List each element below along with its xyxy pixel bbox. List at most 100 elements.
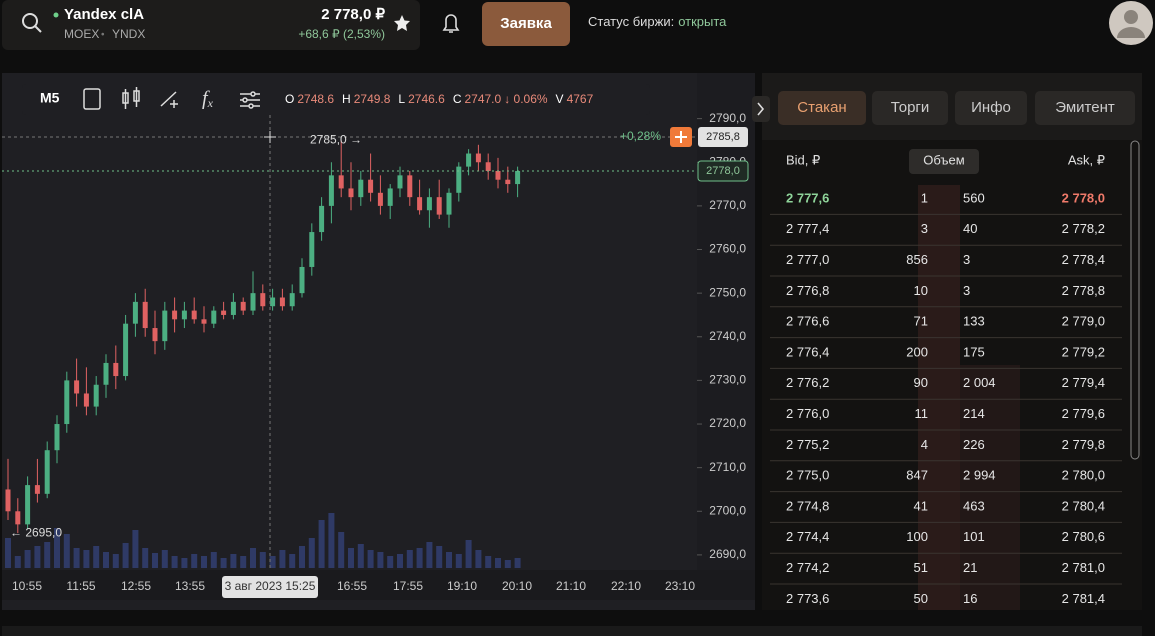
order-book-cell: 2 780,4 <box>1062 498 1105 513</box>
separator: • <box>101 30 105 41</box>
interval[interactable]: M5 <box>40 90 60 106</box>
y-tick-label: 2770,0 <box>709 198 746 212</box>
candle-body <box>475 153 481 163</box>
volume-bar <box>406 550 413 568</box>
order-button[interactable] <box>482 2 570 46</box>
chart-panel <box>2 73 755 610</box>
alert-bell[interactable] <box>442 14 460 33</box>
settings-icon[interactable] <box>240 91 260 109</box>
candle-body <box>289 293 295 307</box>
y-tick-label: 2740,0 <box>709 329 746 343</box>
volume-bar <box>83 550 90 568</box>
order-book-cell: 2 776,8 <box>786 283 829 298</box>
indicator-icon[interactable] <box>83 88 101 110</box>
candle-body <box>417 197 423 211</box>
candle-body <box>338 175 344 189</box>
tab-label: Стакан <box>797 99 846 116</box>
volume-bar <box>348 548 354 568</box>
volume-bar <box>436 546 443 568</box>
volume-bar <box>465 540 472 568</box>
tab[interactable] <box>1035 91 1135 125</box>
volume-bar <box>475 550 482 568</box>
candle-body <box>211 310 217 324</box>
function-icon[interactable]: fx <box>202 88 214 110</box>
candle-body <box>34 485 40 494</box>
volume-bar <box>455 554 462 568</box>
ohlc-item: 4767 <box>567 92 594 106</box>
order-book-cell: 2 774,2 <box>786 560 829 575</box>
order-book-cell: 463 <box>963 498 985 513</box>
x-tick-label: 23:10 <box>665 579 695 593</box>
status-label: Статус биржи: <box>588 14 674 29</box>
order-book-cell: 2 778,8 <box>1062 283 1105 298</box>
tab[interactable] <box>778 91 866 125</box>
candle-body <box>515 170 521 185</box>
volume-bar <box>367 550 374 568</box>
volume-bar <box>387 556 394 568</box>
candle-body <box>495 170 501 180</box>
order-book-cell: 2 004 <box>963 375 996 390</box>
status-dot <box>53 12 59 18</box>
tab[interactable] <box>955 91 1027 125</box>
x-tick-label: 11:55 <box>66 579 95 593</box>
volume-bar <box>397 554 403 568</box>
order-book-cell: 133 <box>963 314 985 329</box>
volume-bar <box>210 552 217 568</box>
candle-body <box>5 489 11 512</box>
tab-label: Инфо <box>971 99 1011 116</box>
y-tick-label: 2730,0 <box>709 373 746 387</box>
ohlc-item: 2746.6 <box>408 92 445 106</box>
collapse-button[interactable] <box>752 96 770 122</box>
volume-bar <box>328 513 335 568</box>
candle-body <box>240 301 246 311</box>
volume-bar <box>103 552 109 568</box>
candle-body <box>201 319 207 324</box>
tab[interactable] <box>872 91 948 125</box>
favorite-star[interactable] <box>394 15 410 31</box>
volume-bar <box>93 546 100 568</box>
volume-bar <box>54 528 60 568</box>
order-book-cell: 2 779,2 <box>1062 344 1105 359</box>
volume-bar <box>504 560 511 568</box>
ohlc-item: H <box>342 92 351 106</box>
crosshair-time-badge <box>222 576 318 598</box>
candle-body <box>103 362 109 385</box>
y-tick-label: 2710,0 <box>709 460 746 474</box>
x-tick-label: 19:10 <box>447 579 477 593</box>
ohlc-item: L <box>398 92 405 106</box>
order-book-cell: 2 773,6 <box>786 591 829 606</box>
candle-type-icon[interactable] <box>122 87 140 109</box>
volume-bar <box>132 530 139 568</box>
order-book-cell: 21 <box>963 560 977 575</box>
volume-bar <box>279 550 286 568</box>
order-book-cell: 2 776,2 <box>786 375 829 390</box>
volume-bar <box>14 556 21 568</box>
volume-bar <box>34 546 41 568</box>
candle-body <box>397 175 403 189</box>
volume-bar <box>514 558 521 568</box>
last-price-label: 2778,0 <box>706 165 740 177</box>
search-icon[interactable] <box>22 13 38 29</box>
candle-body <box>221 310 227 315</box>
volume-bar <box>426 542 433 568</box>
order-book-cell: 2 778,0 <box>1062 190 1105 205</box>
order-book-cell: 51 <box>914 560 928 575</box>
volume-bar <box>44 542 51 568</box>
candle-body <box>113 362 119 377</box>
order-book-cell: 100 <box>906 529 928 544</box>
avatar-body <box>1117 27 1145 38</box>
ticker-box[interactable] <box>2 0 420 50</box>
candle-body <box>25 485 31 525</box>
candle-body <box>93 384 99 407</box>
candle-body <box>260 293 266 307</box>
y-tick-label: 2760,0 <box>709 242 746 256</box>
draw-tool-icon[interactable] <box>160 91 178 108</box>
order-book-cell: 214 <box>963 406 985 421</box>
x-tick-label: 17:55 <box>393 579 423 593</box>
order-book-cell: 226 <box>963 437 985 452</box>
volume-bar <box>230 554 237 568</box>
y-tick-label: 2790,0 <box>709 111 746 125</box>
volume-bar <box>63 534 70 568</box>
scrollbar[interactable] <box>1130 140 1140 460</box>
candle-body <box>377 192 383 206</box>
